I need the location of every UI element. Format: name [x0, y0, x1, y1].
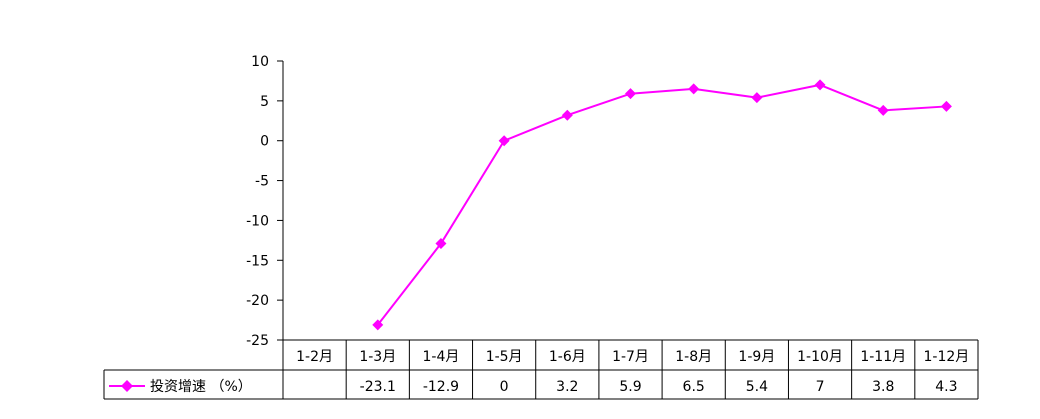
- y-axis: 10 5 0 -5 -10 -15 -20 -25: [246, 54, 284, 349]
- x-category-label: 1-3月: [359, 349, 396, 365]
- data-point-marker: [877, 104, 889, 116]
- y-tick-label: 10: [251, 54, 269, 70]
- data-table-value: 5.4: [746, 379, 768, 395]
- x-category-label: 1-8月: [675, 349, 712, 365]
- data-point-marker: [751, 92, 763, 104]
- data-point-marker: [372, 319, 384, 331]
- data-point-marker: [561, 109, 573, 121]
- y-tick-label: -5: [255, 174, 269, 190]
- y-tick-label: -15: [246, 253, 269, 269]
- x-category-label: 1-2月: [296, 349, 333, 365]
- x-category-label: 1-4月: [423, 349, 460, 365]
- data-table: 1-2月 1-3月 1-4月 1-5月 1-6月 1-7月 1-8月 1-9月 1-10月 1-1…: [103, 339, 979, 400]
- legend-diamond-icon: [121, 380, 133, 392]
- x-category-label: 1-5月: [486, 349, 523, 365]
- data-table-value: 7: [816, 379, 825, 395]
- data-point-marker: [498, 135, 510, 147]
- legend-series-label: 投资增速 （%）: [150, 379, 252, 395]
- data-table-value: 6.5: [683, 379, 705, 395]
- data-table-value: -12.9: [423, 379, 459, 395]
- data-point-marker: [435, 238, 447, 250]
- x-category-label: 1-11月: [860, 349, 906, 365]
- y-tick-label: 0: [260, 134, 269, 150]
- y-tick-label: -10: [246, 213, 269, 229]
- data-table-value: 5.9: [619, 379, 641, 395]
- y-tick-label: 5: [260, 94, 269, 110]
- data-table-value: 3.8: [872, 379, 894, 395]
- data-point-marker: [814, 79, 826, 91]
- data-table-value: 3.2: [556, 379, 578, 395]
- data-table-value: 4.3: [935, 379, 957, 395]
- data-point-marker: [688, 83, 700, 95]
- x-category-label: 1-9月: [738, 349, 775, 365]
- data-table-value: 0: [500, 379, 509, 395]
- y-tick-label: -20: [246, 293, 269, 309]
- data-point-marker: [625, 88, 636, 100]
- data-table-value: -23.1: [360, 379, 396, 395]
- data-point-marker: [940, 100, 952, 112]
- x-category-label: 1-7月: [612, 349, 649, 365]
- x-category-label: 1-10月: [797, 349, 843, 365]
- y-tick-label: -25: [246, 333, 269, 349]
- x-category-label: 1-6月: [549, 349, 586, 365]
- series-lines: [372, 79, 952, 331]
- series-line: [376, 83, 947, 326]
- x-category-label: 1-12月: [924, 349, 970, 365]
